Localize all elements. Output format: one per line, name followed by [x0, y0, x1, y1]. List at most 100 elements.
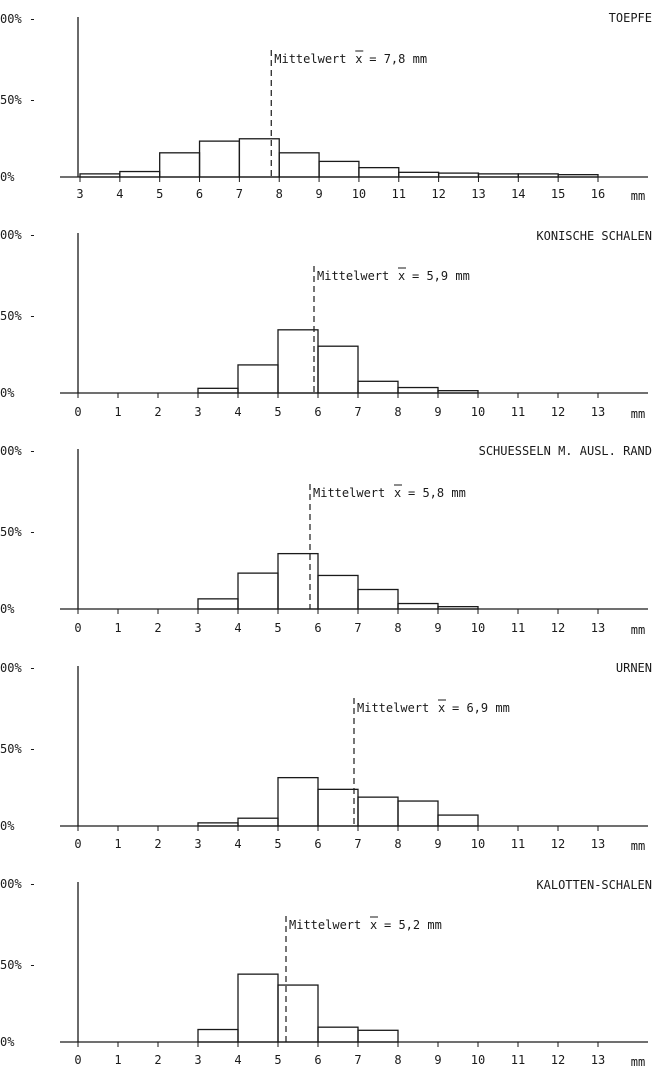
mean-value-label: = 7,8 mm [369, 52, 427, 66]
x-tick-label: 6 [314, 837, 321, 851]
x-tick-label: 9 [434, 1053, 441, 1067]
x-tick-label: 3 [194, 405, 201, 419]
x-tick-label: 1 [114, 405, 121, 419]
histogram-bar [237, 364, 279, 394]
x-unit-label: mm [631, 839, 645, 853]
x-tick-label: 10 [471, 1053, 485, 1067]
x-tick-label: 8 [394, 405, 401, 419]
histogram-bar [437, 172, 480, 178]
y-tick-label: 50% - [0, 958, 36, 972]
panel-title: URNEN [616, 661, 652, 675]
x-tick-label: 0 [74, 1053, 81, 1067]
x-tick-label: 13 [591, 621, 605, 635]
x-tick-label: 16 [591, 187, 605, 201]
histogram-bar [277, 776, 319, 827]
histogram-bar [398, 171, 440, 178]
x-unit-label: mm [631, 189, 645, 203]
x-tick-label: 4 [234, 1053, 241, 1067]
mean-symbol: x [438, 701, 445, 715]
x-tick-label: 8 [394, 621, 401, 635]
histogram-bar [197, 1028, 239, 1043]
histogram-bar [237, 973, 279, 1043]
x-tick-label: 6 [314, 1053, 321, 1067]
mean-symbol: x [370, 918, 377, 932]
y-tick-label: 50% - [0, 309, 36, 323]
mean-label: Mittelwert [274, 52, 346, 66]
y-tick-label: 50% - [0, 525, 36, 539]
x-tick-label: 1 [114, 621, 121, 635]
x-tick-label: 4 [234, 837, 241, 851]
histogram-bar [277, 552, 319, 610]
x-tick-label: 3 [194, 621, 201, 635]
histogram-bar [197, 822, 239, 827]
x-tick-label: 8 [276, 187, 283, 201]
x-tick-label: 13 [591, 837, 605, 851]
histogram-bar [277, 984, 319, 1043]
mean-label: Mittelwert [317, 269, 389, 283]
x-tick-label: 3 [76, 187, 83, 201]
x-unit-label: mm [631, 407, 645, 421]
y-tick-label: 00% - [0, 228, 36, 242]
x-tick-label: 10 [352, 187, 366, 201]
x-tick-label: 10 [471, 621, 485, 635]
x-tick-label: 5 [274, 405, 281, 419]
x-tick-label: 5 [274, 837, 281, 851]
y-tick-label: 00% - [0, 877, 36, 891]
x-tick-label: 10 [471, 837, 485, 851]
mean-value-label: = 5,8 mm [408, 486, 466, 500]
x-tick-label: 8 [394, 1053, 401, 1067]
histogram-bar [397, 602, 439, 610]
mean-value-label: = 5,9 mm [412, 269, 470, 283]
y-tick-label: 0% [0, 386, 15, 400]
mean-symbol: x [398, 269, 405, 283]
x-tick-label: 6 [196, 187, 203, 201]
x-tick-label: 12 [551, 621, 565, 635]
mean-label: Mittelwert [289, 918, 361, 932]
histogram-bar [358, 166, 400, 178]
x-tick-label: 3 [194, 1053, 201, 1067]
x-tick-label: 6 [314, 621, 321, 635]
x-tick-label: 4 [234, 405, 241, 419]
x-tick-label: 5 [156, 187, 163, 201]
mean-value-label: = 5,2 mm [384, 918, 442, 932]
x-tick-label: 14 [511, 187, 525, 201]
x-tick-label: 7 [354, 621, 361, 635]
x-tick-label: 0 [74, 837, 81, 851]
x-unit-label: mm [631, 1055, 645, 1069]
x-tick-label: 7 [236, 187, 243, 201]
y-tick-label: 50% - [0, 93, 36, 107]
mean-label: Mittelwert [313, 486, 385, 500]
y-tick-label: 0% [0, 819, 15, 833]
histogram-bar [197, 387, 239, 394]
x-tick-label: 1 [114, 837, 121, 851]
x-tick-label: 9 [434, 405, 441, 419]
x-tick-label: 12 [431, 187, 445, 201]
panel-title: KONISCHE SCHALEN [536, 229, 652, 243]
histogram-bar [278, 152, 320, 178]
y-tick-label: 0% [0, 1035, 15, 1049]
histogram-bar [159, 152, 201, 178]
histogram-bar [318, 160, 360, 178]
x-tick-label: 7 [354, 837, 361, 851]
x-tick-label: 7 [354, 405, 361, 419]
histogram-bar [437, 390, 479, 394]
histogram-bar [277, 329, 319, 394]
x-tick-label: 2 [154, 1053, 161, 1067]
x-tick-label: 9 [434, 621, 441, 635]
x-tick-label: 9 [315, 187, 322, 201]
histogram-bar [357, 1029, 399, 1043]
x-tick-label: 2 [154, 837, 161, 851]
histogram-bar [357, 380, 399, 394]
histogram-bar [477, 173, 519, 178]
x-tick-label: 11 [511, 1053, 525, 1067]
x-tick-label: 12 [551, 837, 565, 851]
histogram-bar [237, 817, 279, 827]
x-tick-label: 12 [551, 1053, 565, 1067]
mean-value-label: = 6,9 mm [452, 701, 510, 715]
x-tick-label: 13 [591, 405, 605, 419]
x-tick-label: 9 [434, 837, 441, 851]
histogram-bar [197, 598, 239, 610]
x-tick-label: 2 [154, 405, 161, 419]
panel-title: KALOTTEN-SCHALEN [536, 878, 652, 892]
